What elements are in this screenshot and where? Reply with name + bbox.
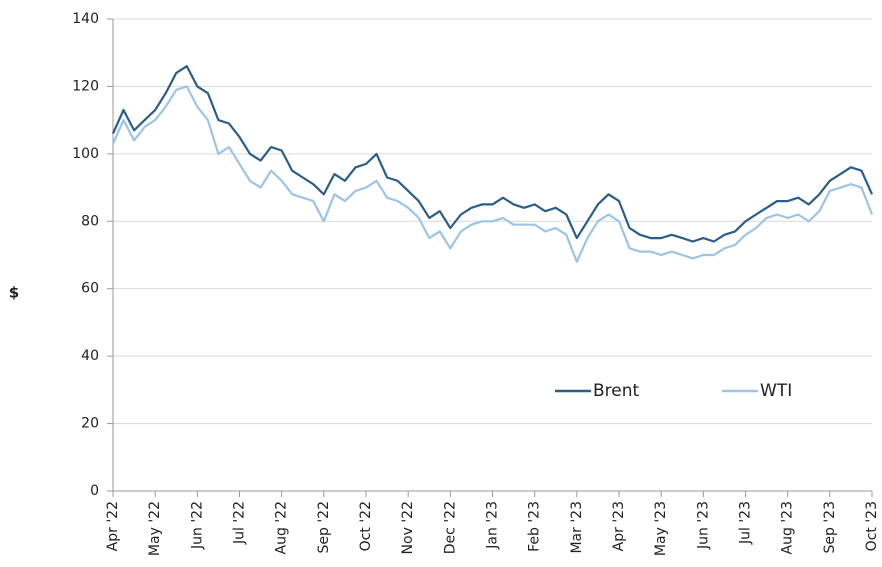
- x-tick-label: Sep '22: [316, 501, 332, 554]
- x-tick-label: May '22: [147, 501, 163, 556]
- line-series: [111, 85, 874, 263]
- x-tick-label: Dec '22: [442, 501, 458, 554]
- legend-label: WTI: [760, 381, 792, 401]
- x-tick-label: Sep '23: [822, 501, 838, 554]
- y-tick-label: 100: [72, 146, 99, 162]
- x-tick-label: Apr '22: [105, 501, 121, 551]
- y-axis-label: $: [9, 284, 19, 302]
- x-tick-label: Jan '23: [485, 501, 501, 550]
- x-tick-label: Aug '22: [274, 501, 290, 554]
- line-series: [111, 65, 874, 243]
- y-tick-label: 60: [81, 281, 99, 297]
- x-tick-label: Nov '22: [400, 501, 416, 554]
- y-tick-label: 120: [72, 78, 99, 94]
- x-tick-label: Jul '23: [738, 501, 754, 545]
- y-tick-label: 20: [81, 416, 99, 432]
- x-tick-label: Apr '23: [611, 501, 627, 551]
- y-tick-label: 0: [90, 483, 99, 499]
- y-tick-label: 80: [81, 213, 99, 229]
- x-tick-label: Feb '23: [527, 501, 543, 552]
- x-tick-label: Jun '23: [695, 501, 711, 550]
- x-tick-label: Oct '22: [358, 501, 374, 551]
- x-tick-label: Jul '22: [232, 501, 248, 545]
- x-tick-label: May '23: [653, 501, 669, 556]
- legend-label: Brent: [593, 381, 640, 401]
- x-tick-label: Oct '23: [864, 501, 880, 551]
- x-tick-label: Jun '22: [189, 501, 205, 550]
- x-tick-label: Aug '23: [780, 501, 796, 554]
- y-tick-label: 140: [72, 11, 99, 27]
- x-tick-label: Mar '23: [569, 501, 585, 554]
- y-tick-label: 40: [81, 348, 99, 364]
